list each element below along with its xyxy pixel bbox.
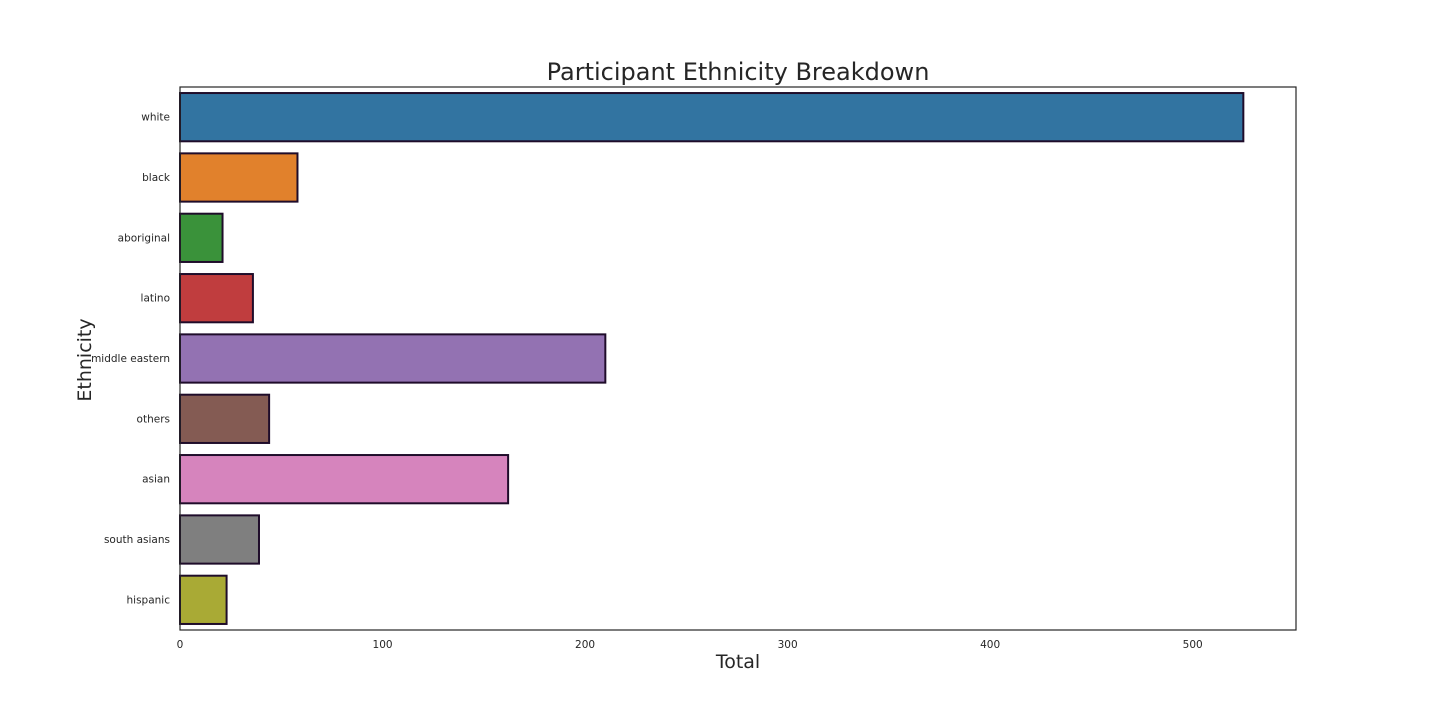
y-tick-label: asian bbox=[142, 474, 170, 486]
y-tick-label: white bbox=[141, 112, 170, 124]
bar-aboriginal bbox=[179, 212, 224, 263]
y-axis-label: Ethnicity bbox=[74, 318, 96, 401]
x-tick-label: 0 bbox=[177, 639, 184, 651]
x-tick-label: 400 bbox=[980, 639, 1000, 651]
bar-latino bbox=[179, 273, 254, 324]
y-tick-labels: white black aboriginal latino middle eastern… bbox=[91, 112, 171, 607]
y-tick-label: south asians bbox=[104, 534, 170, 546]
bars-layer bbox=[179, 92, 1245, 625]
x-axis-label: Total bbox=[715, 651, 760, 673]
bar-south-asians bbox=[179, 514, 260, 565]
bar-white bbox=[179, 92, 1245, 143]
bar-hispanic bbox=[179, 574, 228, 625]
y-tick-label: latino bbox=[141, 293, 170, 305]
bar-asian bbox=[179, 454, 510, 505]
x-tick-label: 300 bbox=[778, 639, 798, 651]
x-tick-labels: 0 100 200 300 400 500 bbox=[177, 639, 1203, 651]
y-tick-label: others bbox=[137, 413, 170, 425]
y-tick-label: middle eastern bbox=[91, 353, 170, 365]
x-tick-label: 100 bbox=[373, 639, 393, 651]
x-tick-label: 500 bbox=[1183, 639, 1203, 651]
y-tick-label: aboriginal bbox=[118, 232, 170, 244]
y-tick-label: hispanic bbox=[127, 594, 171, 606]
bar-black bbox=[179, 152, 299, 203]
x-tick-label: 200 bbox=[575, 639, 595, 651]
bar-middle-eastern bbox=[179, 333, 607, 384]
y-tick-label: black bbox=[142, 172, 171, 184]
bar-others bbox=[179, 393, 271, 444]
chart-title: Participant Ethnicity Breakdown bbox=[547, 58, 930, 86]
plot-frame bbox=[179, 86, 1297, 631]
